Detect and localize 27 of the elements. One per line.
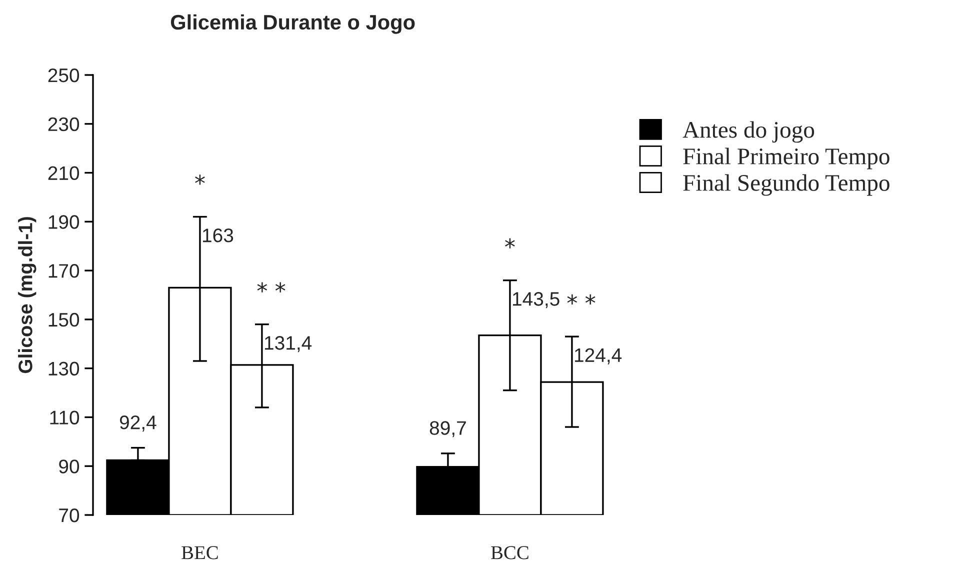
y-tick-label: 210 — [48, 166, 80, 180]
y-tick-label: 170 — [48, 264, 80, 278]
y-tick-label: 90 — [59, 460, 80, 474]
legend-label: Final Segundo Tempo — [683, 174, 890, 196]
y-tick-label: 190 — [48, 215, 80, 229]
data-label: 124,4 — [574, 348, 622, 364]
data-label: 92,4 — [120, 416, 156, 432]
legend-label: Antes do jogo — [682, 121, 814, 143]
y-tick-label: 110 — [50, 410, 80, 424]
annotation: * * — [257, 282, 286, 292]
data-label: 163 — [202, 228, 234, 242]
y-tick-label: 70 — [59, 508, 80, 522]
annotation: * — [195, 174, 205, 185]
chart-title: Glicemia Durante o Jogo — [170, 14, 415, 34]
x-tick-label: BEC — [182, 546, 218, 560]
y-tick-label: 250 — [48, 68, 80, 82]
data-label: 143,5 — [512, 292, 560, 308]
y-axis-title: Glicose (mg.dl-1) — [18, 217, 36, 374]
data-label: 89,7 — [430, 421, 466, 438]
legend-label: Final Primeiro Tempo — [683, 148, 890, 170]
annotation: * — [505, 238, 515, 248]
y-tick-label: 130 — [48, 362, 80, 376]
annotation: * * — [567, 294, 596, 305]
data-label: 131,4 — [264, 336, 312, 352]
y-tick-label: 230 — [48, 117, 80, 132]
x-tick-label: BCC — [491, 546, 528, 560]
y-tick-label: 150 — [48, 312, 80, 327]
